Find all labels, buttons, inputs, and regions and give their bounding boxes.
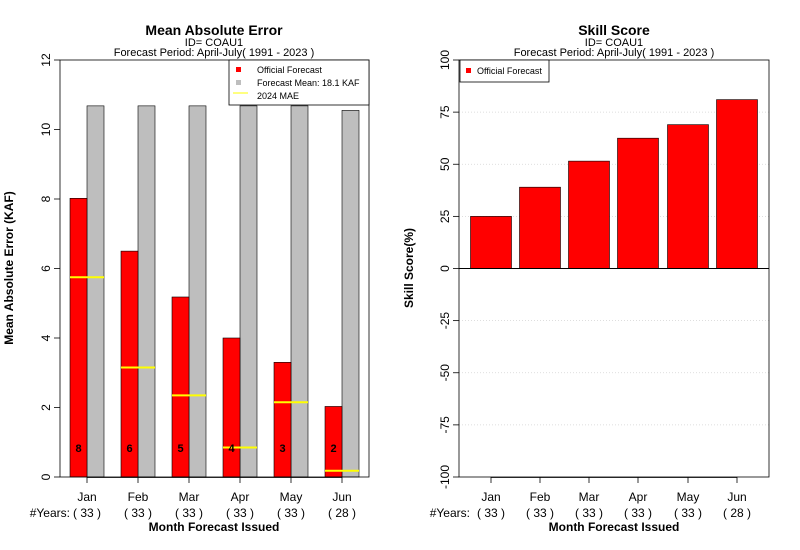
mae-y-tick-label-12: 12 (39, 53, 53, 67)
skill-subtitle-period: Forecast Period: April-July( 1991 - 2023… (514, 47, 715, 59)
skill-y-tick-label-25: 25 (438, 209, 452, 223)
mae-subtitle-id: ID= COAU1 (185, 37, 243, 49)
rank-label-jan: 8 (75, 443, 81, 455)
skill-x-tick-label-jan: Jan (481, 490, 500, 504)
skill-y-tick-label--100: -100 (438, 465, 452, 489)
skill-y-tick-label-100: 100 (438, 50, 452, 70)
mae-years-may: ( 33 ) (277, 506, 305, 520)
mae-x-axis-label: Month Forecast Issued (149, 520, 280, 534)
official-bar-apr (222, 337, 241, 478)
mean-bar-jun (341, 110, 360, 478)
mae-legend-mean: Forecast Mean: 18.1 KAF (257, 78, 360, 88)
skill-years-mar: ( 33 ) (575, 506, 603, 520)
mae-y-tick-label-2: 2 (39, 404, 53, 411)
skill-years-apr: ( 33 ) (624, 506, 652, 520)
official-bar-jan (69, 198, 88, 478)
skill-title: Skill Score (578, 22, 650, 38)
rank-label-jun: 2 (330, 443, 336, 455)
mae-y-tick-label-10: 10 (39, 123, 53, 137)
mae-x-tick-label-jun: Jun (332, 490, 351, 504)
mae-legend-2024: 2024 MAE (257, 91, 299, 101)
mae-legend-swatch-mean (236, 80, 241, 85)
skill-x-axis-label: Month Forecast Issued (549, 520, 680, 534)
rank-label-mar: 5 (177, 443, 183, 455)
mae-chart: Mean Absolute Error ID= COAU1 Forecast P… (2, 22, 370, 534)
rank-label-may: 3 (279, 443, 285, 455)
mae-years-mar: ( 33 ) (175, 506, 203, 520)
mae-subtitle-period: Forecast Period: April-July( 1991 - 2023… (114, 47, 315, 59)
skill-y-tick-label--50: -50 (438, 364, 452, 382)
skill-legend-official: Official Forecast (477, 66, 542, 76)
skill-y-tick-label-75: 75 (438, 105, 452, 119)
mae-x-tick-label-apr: Apr (231, 490, 250, 504)
mae-x-tick-label-may: May (280, 490, 303, 504)
skill-years-jun: ( 28 ) (723, 506, 751, 520)
official-bar-may (273, 362, 292, 478)
skill-years-jan: ( 33 ) (477, 506, 505, 520)
mae-years-jun: ( 28 ) (328, 506, 356, 520)
skill-years-label: #Years: (430, 506, 470, 520)
mae-x-tick-label-mar: Mar (179, 490, 200, 504)
mae-legend-box (228, 59, 370, 106)
skill-y-tick-label--75: -75 (438, 416, 452, 434)
skill-x-tick-label-jun: Jun (727, 490, 746, 504)
rank-label-apr: 4 (228, 443, 235, 455)
mean-bar-mar (188, 105, 207, 478)
skill-chart: Skill Score ID= COAU1 Forecast Period: A… (402, 22, 770, 534)
skill-legend-box (459, 59, 550, 83)
skill-years-feb: ( 33 ) (526, 506, 554, 520)
skill-y-tick-label-0: 0 (438, 265, 452, 272)
mae-legend: Official Forecast Forecast Mean: 18.1 KA… (228, 59, 370, 106)
skill-plot-frame (458, 59, 770, 478)
rank-label-feb: 6 (126, 443, 132, 455)
mae-y-tick-label-0: 0 (39, 473, 53, 480)
mae-x-tick-label-feb: Feb (128, 490, 149, 504)
skill-y-tick-label--25: -25 (438, 312, 452, 330)
mae-title: Mean Absolute Error (145, 22, 283, 38)
mean-bar-may (290, 105, 309, 478)
mae-years-apr: ( 33 ) (226, 506, 254, 520)
mean-bar-apr (239, 105, 258, 478)
skill-bar-feb (519, 186, 561, 269)
skill-y-axis-label: Skill Score(%) (402, 228, 416, 308)
skill-bar-mar (568, 160, 610, 269)
mae-y-tick-label-6: 6 (39, 265, 53, 272)
skill-bar-jan (470, 216, 512, 269)
skill-bar-apr (617, 137, 659, 269)
skill-y-tick-label-50: 50 (438, 157, 452, 171)
mae-plot-frame (59, 59, 370, 478)
mae-y-tick-label-4: 4 (39, 334, 53, 341)
skill-x-tick-label-apr: Apr (629, 490, 648, 504)
skill-legend: Official Forecast (459, 59, 550, 83)
skill-subtitle-id: ID= COAU1 (585, 37, 643, 49)
skill-bar-may (667, 124, 709, 269)
skill-x-tick-label-may: May (677, 490, 700, 504)
mean-bar-feb (137, 105, 156, 478)
mae-years-jan: ( 33 ) (73, 506, 101, 520)
mae-years-feb: ( 33 ) (124, 506, 152, 520)
mae-years-label: #Years: (30, 506, 70, 520)
mean-bar-jan (86, 105, 105, 478)
mae-legend-official: Official Forecast (257, 65, 322, 75)
skill-x-tick-label-feb: Feb (530, 490, 551, 504)
skill-years-may: ( 33 ) (674, 506, 702, 520)
skill-legend-swatch-official (466, 68, 471, 73)
mae-y-tick-label-8: 8 (39, 195, 53, 202)
mae-y-axis-label: Mean Absolute Error (KAF) (2, 191, 16, 345)
mae-x-tick-label-jan: Jan (77, 490, 96, 504)
skill-bar-jun (716, 99, 758, 269)
skill-x-tick-label-mar: Mar (579, 490, 600, 504)
official-bar-jun (324, 406, 343, 478)
mae-legend-swatch-official (236, 67, 241, 72)
